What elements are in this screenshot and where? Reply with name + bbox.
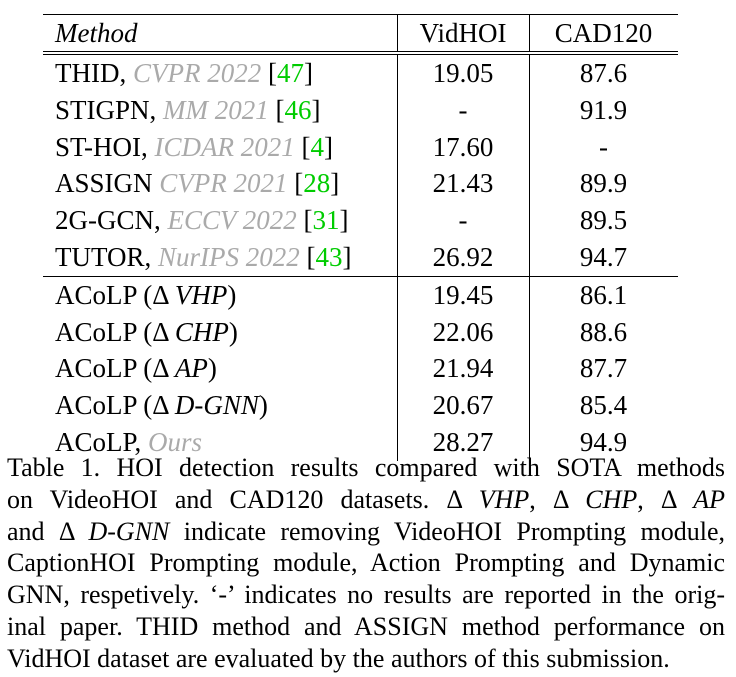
vidhoi-value: 22.06 (396, 313, 529, 351)
cad120-value: 89.9 (528, 165, 678, 203)
method-cell: ST-HOI, ICDAR 2021 [4] (43, 129, 397, 166)
table-row: ACoLP (Δ AP) 21.94 87.7 (43, 350, 678, 388)
method-cell: ACoLP, Ours (43, 424, 397, 461)
caption-line: and Δ D-GNN indicate removing VideoHOI P… (7, 516, 725, 546)
method-name: ST-HOI, (55, 131, 148, 162)
cad120-value: 87.6 (528, 53, 678, 92)
cad120-value: 94.7 (528, 238, 678, 277)
citation-link[interactable]: [46] (275, 94, 321, 125)
venue-label: CVPR 2022 (132, 58, 262, 88)
venue-label: ECCV 2022 (167, 205, 297, 236)
table-row: ST-HOI, ICDAR 2021 [4] 17.60 - (43, 128, 678, 166)
table-row-ours: ACoLP, Ours 28.27 94.9 (43, 423, 678, 461)
header-cad120: CAD120 (528, 14, 678, 53)
vidhoi-value: 21.94 (396, 350, 529, 388)
ablation-variant: AP (174, 353, 208, 384)
method-cell: TUTOR, NurIPS 2022 [43] (43, 239, 397, 276)
table-row: ACoLP (Δ CHP) 22.06 88.6 (43, 313, 678, 351)
method-cell: ACoLP (Δ CHP) (55, 316, 238, 347)
header-vidhoi: VidHOI (396, 14, 529, 53)
cad120-value: 89.5 (528, 202, 678, 239)
table-row: STIGPN, MM 2021 [46] - 91.9 (43, 91, 678, 129)
caption-line: on VideoHOI and CAD120 datasets. Δ VHP, … (7, 484, 725, 514)
method-name: ACoLP, (55, 426, 142, 457)
cad120-value: 94.9 (528, 423, 678, 461)
cad120-value: 88.6 (528, 313, 678, 351)
caption-line: Table 1. HOI detection results compared … (7, 453, 725, 482)
caption-line: VidHOI dataset are evaluated by the auth… (7, 643, 670, 673)
method-cell: STIGPN, MM 2021 [46] (43, 92, 397, 129)
vidhoi-value: 19.45 (396, 275, 529, 314)
caption-line: inal paper. THID method and ASSIGN metho… (7, 611, 725, 641)
ablation-variant: D-GNN (174, 390, 259, 421)
method-cell: ACoLP (Δ D-GNN) (55, 390, 268, 421)
vidhoi-value: 21.43 (396, 165, 529, 203)
cad120-value: 91.9 (528, 91, 678, 129)
citation-link[interactable]: [31] (303, 205, 349, 236)
citation-link[interactable]: [28] (294, 168, 340, 199)
table-row: ACoLP (Δ D-GNN) 20.67 85.4 (43, 387, 678, 424)
vidhoi-value: 26.92 (396, 238, 529, 277)
caption-line: GNN, respetively. ‘-’ indicates no resul… (7, 580, 725, 610)
method-cell: ASSIGN CVPR 2021 [28] (43, 165, 397, 202)
citation-link[interactable]: [4] (301, 131, 334, 162)
vidhoi-value: - (396, 202, 529, 239)
table-row: ACoLP (Δ VHP) 19.45 86.1 (43, 275, 678, 314)
cad120-value: - (528, 128, 678, 166)
cad120-value: 85.4 (528, 387, 678, 424)
method-name: ASSIGN (55, 168, 153, 199)
method-cell: THID, CVPR 2022 [47] (43, 53, 397, 92)
caption-line: CaptionHOI Prompting module, Action Prom… (7, 548, 725, 578)
cad120-value: 86.1 (528, 275, 678, 314)
ablation-variant: CHP (174, 316, 229, 347)
table-row: THID, CVPR 2022 [47] 19.05 87.6 (43, 53, 678, 92)
method-name: TUTOR, (55, 241, 152, 272)
results-table: Method VidHOI CAD120 THID, CVPR 2022 [47… (43, 14, 678, 461)
method-cell: ACoLP (Δ VHP) (43, 275, 397, 314)
venue-label: ICDAR 2021 (154, 131, 295, 162)
venue-label: MM 2021 (163, 94, 269, 125)
method-name: 2G-GCN, (55, 205, 161, 236)
citation-link[interactable]: [47] (267, 58, 313, 88)
table-row: ASSIGN CVPR 2021 [28] 21.43 89.9 (43, 165, 678, 203)
method-name: THID, (55, 58, 127, 88)
table-row: TUTOR, NurIPS 2022 [43] 26.92 94.7 (43, 238, 678, 277)
venue-label: NurIPS 2022 (158, 241, 300, 272)
ablation-variant: VHP (174, 279, 228, 310)
method-cell: ACoLP (Δ AP) (55, 353, 217, 384)
vidhoi-value: - (396, 91, 529, 129)
ours-label: Ours (148, 426, 203, 457)
table-row: 2G-GCN, ECCV 2022 [31] - 89.5 (43, 202, 678, 239)
citation-link[interactable]: [43] (306, 241, 352, 272)
method-cell: 2G-GCN, ECCV 2022 [31] (43, 202, 397, 239)
vidhoi-value: 17.60 (396, 128, 529, 166)
table-header-row: Method VidHOI CAD120 (43, 14, 678, 53)
vidhoi-value: 19.05 (396, 53, 529, 92)
cad120-value: 87.7 (528, 350, 678, 388)
venue-label: CVPR 2021 (159, 168, 288, 199)
vidhoi-value: 20.67 (396, 387, 529, 424)
vidhoi-value: 28.27 (396, 423, 529, 461)
method-name: STIGPN, (55, 94, 157, 125)
table-caption: Table 1. HOI detection results compared … (7, 452, 725, 675)
header-method: Method (55, 18, 138, 48)
